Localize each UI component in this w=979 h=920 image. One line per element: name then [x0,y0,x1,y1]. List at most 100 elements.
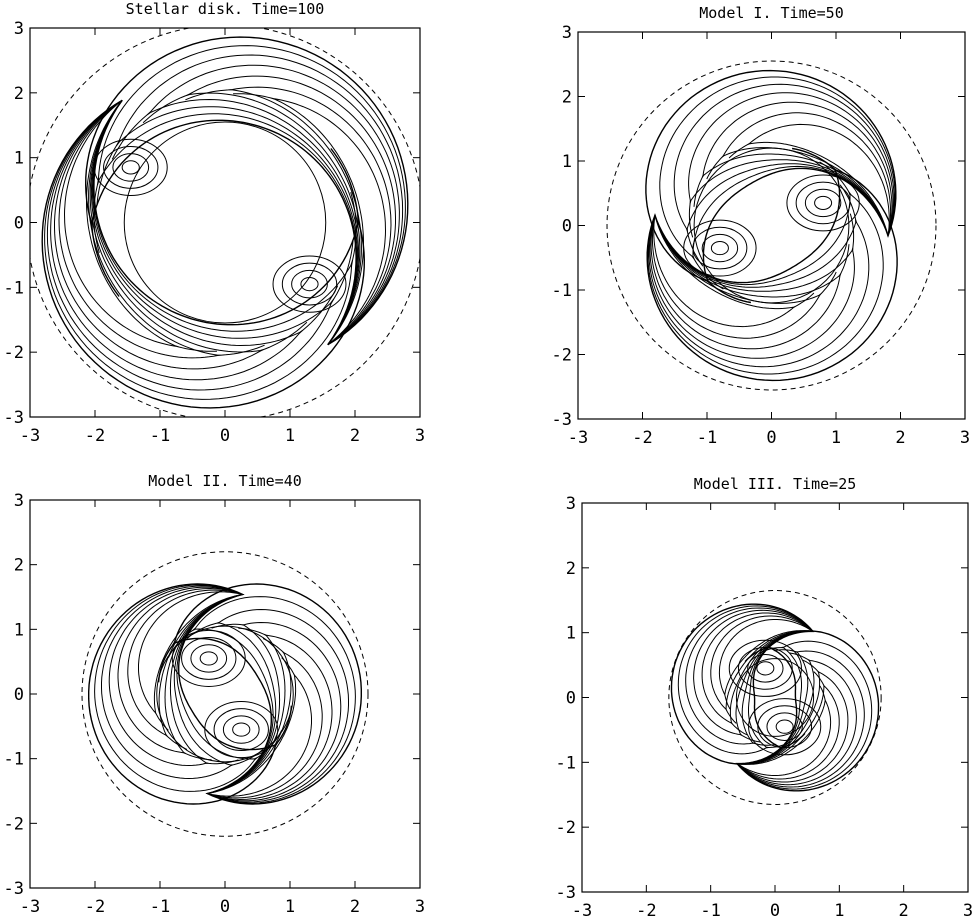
y-tick-label: 1 [14,149,24,169]
y-tick-label: -1 [4,278,24,298]
y-tick-label: -1 [552,281,572,301]
y-tick-label: -2 [556,818,576,838]
contour-line [735,652,857,786]
peak-contour [747,654,784,683]
peak-contour [786,174,860,232]
peak-contour [199,651,218,666]
peak-contour [213,708,269,751]
peak-contour [300,276,319,292]
contour-line [693,609,815,743]
contour-line [653,215,815,328]
y-tick-label: -3 [4,879,24,899]
x-tick-label: -3 [20,426,40,446]
contour-line [185,86,392,346]
y-tick-label: -2 [552,346,572,366]
contour-line [735,640,873,790]
contour-line [647,161,884,375]
contour-line [157,583,362,805]
y-tick-label: -2 [4,343,24,363]
chart-title: Model III. Time=25 [694,475,857,493]
contour-line [46,99,354,391]
plot-area [606,60,937,391]
x-tick-label: -2 [85,426,105,446]
peak-contour [757,705,813,749]
x-tick-label: 0 [770,901,780,920]
peak-contour [272,255,347,313]
y-tick-label: 1 [566,624,576,644]
dashed-circle [30,28,420,417]
chart-panel-3: -3 -2 -1 0 1 2 3 -3 -2 -1 0 1 2 3 Model II. Time=40 [4,472,426,917]
contour-line [701,612,815,736]
contour-line [728,123,890,236]
contour-line [735,659,849,783]
contour-line [706,112,892,236]
chart-panel-1: -3 -2 -1 0 1 2 3 -3 -2 -1 0 1 2 3 Stellar disk. Time=1… [4,0,426,446]
chart-title: Model I. Time=50 [699,4,844,22]
contour-line [718,619,814,710]
x-tick-label: 3 [415,897,425,917]
x-tick-label: -1 [700,901,720,920]
y-tick-label: 0 [14,214,24,234]
y-tick-label: -3 [552,410,572,430]
y-tick-label: -3 [556,883,576,903]
contour-line [688,92,894,238]
contour-line [735,671,840,780]
contour-line [685,607,815,746]
dashed-circle [668,590,882,805]
contour-line [138,591,243,731]
y-tick-label: 0 [562,217,572,237]
x-tick-label: 0 [220,426,230,446]
y-tick-label: -1 [4,750,24,770]
y-tick-label: 3 [14,19,24,39]
contour-line [649,213,855,359]
x-tick-label: 0 [220,897,230,917]
peak-contour [692,226,748,270]
x-tick-label: 2 [899,901,909,920]
dashed-circle [606,60,937,391]
contour-line [111,64,400,346]
peak-contour [814,195,833,211]
contour-line [167,596,356,804]
y-tick-label: 0 [14,685,24,705]
plot-area [30,28,420,417]
contour-line [93,45,406,346]
x-tick-label: 3 [960,428,970,448]
y-tick-label: -1 [556,753,576,773]
contour-line [88,583,293,805]
contour-line [233,93,387,346]
peak-contour [804,188,842,218]
dashed-circle [81,551,369,837]
contour-line [736,685,832,776]
y-tick-label: -3 [4,408,24,428]
chart-title: Stellar disk. Time=100 [126,0,325,18]
contour-line [96,54,404,346]
peak-contour [710,240,729,256]
peak-contour [795,181,851,225]
y-tick-label: 0 [566,689,576,709]
chart-panel-4: -3 -2 -1 0 1 2 3 -3 -2 -1 0 1 2 3 Model III. Time=25 [556,475,974,920]
x-tick-label: -3 [568,428,588,448]
solid-circle [123,121,327,324]
x-tick-label: 1 [831,428,841,448]
y-tick-label: 1 [562,152,572,172]
y-tick-label: 2 [14,556,24,576]
x-tick-label: 1 [285,897,295,917]
y-tick-label: 1 [14,620,24,640]
x-tick-label: 3 [415,426,425,446]
contour-line [735,630,880,792]
contour-line [101,585,264,780]
contour-line [735,649,865,788]
x-tick-label: -3 [572,901,592,920]
peak-contour [204,701,279,759]
x-tick-label: -2 [636,901,656,920]
peak-contour [701,233,739,263]
x-tick-label: -1 [150,426,170,446]
peak-contour [93,138,168,196]
solid-circle [156,625,294,763]
contour-line [645,69,897,304]
plot-frame [577,31,966,420]
contour-line [108,586,245,767]
peak-contour [103,145,159,189]
y-tick-label: 2 [14,84,24,104]
